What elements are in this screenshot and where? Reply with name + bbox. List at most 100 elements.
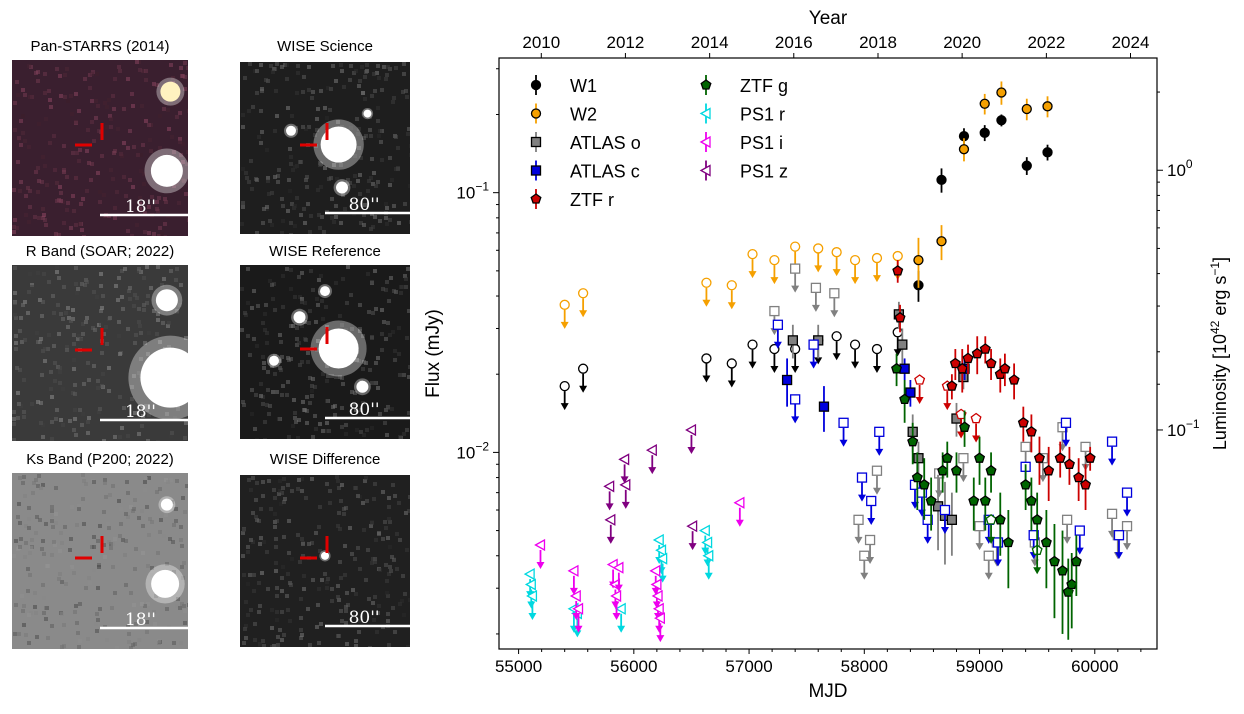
upper-limit-point: [747, 339, 758, 350]
legend-marker: [699, 135, 711, 149]
upper-limit-point: [619, 478, 631, 491]
detection-point: [994, 513, 1006, 525]
detection-point: [1063, 458, 1075, 469]
legend-marker: [530, 79, 542, 91]
upper-limit-point: [1061, 514, 1073, 525]
detection-point: [897, 339, 908, 350]
limit-arrow-head: [957, 431, 966, 439]
detection-point: [907, 435, 919, 447]
limit-arrow-head: [972, 435, 981, 443]
limit-arrow-head: [560, 321, 569, 329]
limit-arrow-head: [1061, 439, 1070, 447]
limit-arrow-head: [770, 366, 779, 374]
limit-arrow-head: [648, 467, 657, 475]
legend-label: W1: [570, 76, 597, 96]
upper-limit-point: [859, 550, 870, 561]
limit-arrow-head: [773, 341, 782, 349]
detection-point: [913, 254, 924, 266]
limit-arrow-head: [923, 536, 932, 544]
detection-point: [985, 357, 997, 369]
source: [320, 286, 330, 297]
limit-arrow-head: [1075, 547, 1084, 555]
image-panel-0: 18'': [12, 60, 188, 236]
upper-limit-point: [769, 254, 780, 266]
limit-arrow-head: [943, 403, 952, 411]
upper-limit-point: [701, 353, 712, 364]
limit-arrow-head: [866, 556, 875, 564]
upper-limit-point: [534, 538, 546, 552]
upper-limit-point: [1080, 441, 1091, 453]
detection-point: [979, 98, 990, 109]
upper-limit-point: [958, 453, 969, 464]
source: [293, 311, 306, 324]
upper-limit-point: [655, 544, 667, 557]
upper-limit-point: [772, 319, 784, 330]
upper-limit-point: [559, 299, 570, 310]
detection-point: [941, 452, 953, 463]
panel-title-1: WISE Science: [277, 38, 373, 55]
x-tick-label: 59000: [956, 657, 1003, 676]
upper-limit-point: [970, 412, 982, 424]
detection-point: [979, 343, 991, 354]
upper-limit-point: [577, 288, 589, 299]
limit-arrow-head: [655, 625, 664, 633]
limit-arrow-head: [872, 366, 881, 374]
upper-limit-point: [871, 343, 883, 355]
detection-point: [1073, 471, 1085, 483]
upper-limit-point: [569, 589, 581, 603]
limit-arrow-head: [854, 536, 863, 544]
upper-limit-point: [1028, 530, 1039, 541]
legend-label: ZTF r: [570, 190, 614, 210]
limit-arrow-head: [536, 562, 545, 570]
upper-limit-point: [974, 521, 985, 532]
upper-limit-point: [733, 496, 745, 509]
limit-arrow-head: [621, 501, 630, 509]
limit-arrow-head: [579, 385, 588, 393]
detection-point: [894, 311, 906, 323]
detection-point: [937, 464, 949, 476]
series-ztf-g: [891, 353, 1082, 640]
limit-arrow-head: [851, 277, 860, 285]
upper-limit-point: [790, 263, 801, 274]
upper-limit-point: [790, 241, 801, 252]
detection-point: [996, 115, 1007, 126]
detection-point: [1040, 536, 1052, 548]
limit-arrow-head: [811, 304, 820, 312]
upper-limit-point: [577, 363, 589, 374]
upper-limit-point: [653, 612, 665, 625]
legend-marker: [700, 79, 712, 90]
series-ps1-r: [523, 524, 714, 638]
series-ztf-r: [892, 260, 1096, 511]
upper-limit-point: [1121, 521, 1133, 532]
legend-marker: [699, 107, 711, 120]
detection-point: [925, 495, 937, 506]
upper-limit-point: [831, 247, 842, 258]
detection-point: [958, 144, 970, 155]
limit-arrow-head: [832, 269, 841, 277]
limit-arrow-head: [727, 302, 736, 310]
detection-point: [1020, 478, 1032, 490]
legend-label: ATLAS o: [570, 133, 641, 153]
x-tick-label: 55000: [495, 657, 542, 676]
upper-limit-point: [524, 578, 536, 591]
detection-point: [968, 495, 980, 506]
upper-limit-point: [813, 243, 824, 254]
limit-arrow-head: [857, 494, 866, 502]
upper-limit-point: [1106, 436, 1118, 447]
detection-point: [1025, 425, 1037, 437]
detection-point: [999, 362, 1011, 374]
detection-point: [818, 401, 830, 412]
limit-arrow-head: [987, 536, 996, 544]
upper-limit-point: [874, 426, 885, 437]
upper-limit-point: [992, 537, 1004, 548]
limit-arrow-head: [1123, 543, 1132, 551]
detection-point: [946, 514, 958, 525]
image-panel-1: 80'': [240, 62, 410, 234]
year-tick-label: 2022: [1027, 33, 1065, 52]
upper-limit-point: [829, 288, 840, 299]
detection-point: [1054, 452, 1066, 463]
detection-point: [787, 335, 799, 346]
image-panel-4: 18'': [12, 473, 188, 649]
source: [318, 328, 359, 369]
right-tick-label: 100: [1167, 157, 1193, 180]
